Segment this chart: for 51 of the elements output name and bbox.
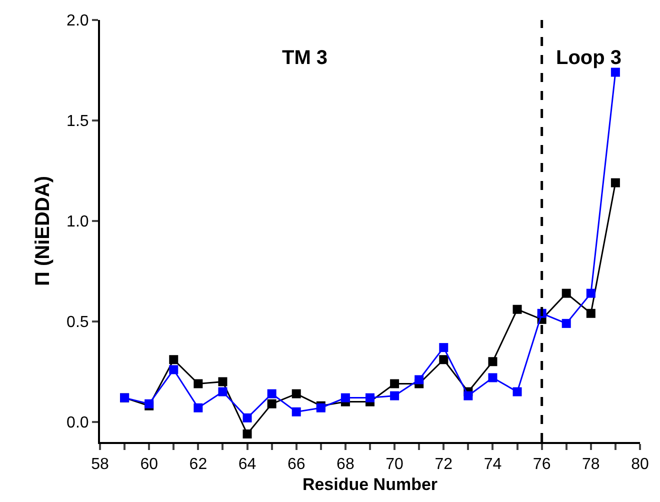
point [390, 379, 400, 388]
x-tick-label: 64 [238, 456, 256, 474]
point [194, 403, 203, 412]
point [292, 407, 301, 416]
x-tick-label: 60 [140, 456, 158, 474]
point [512, 304, 522, 314]
point [218, 387, 228, 396]
point [586, 288, 596, 298]
point [242, 429, 252, 438]
x-tick-label: 66 [287, 456, 306, 474]
point [610, 178, 620, 188]
point [242, 413, 252, 422]
y-tick-label: 0.0 [66, 414, 89, 432]
point [169, 365, 178, 374]
y-axis-title: Π (NiEDDA) [32, 176, 54, 286]
x-tick-label: 78 [582, 456, 600, 474]
point [366, 393, 374, 402]
point [488, 357, 498, 366]
point [267, 389, 276, 398]
point [562, 318, 571, 328]
point [586, 308, 596, 318]
point [610, 68, 620, 77]
point [340, 393, 350, 402]
y-tick-label: 0.5 [66, 314, 89, 332]
annotation: Loop 3 [556, 47, 622, 69]
y-tick-label: 1.0 [66, 214, 89, 231]
point [194, 379, 203, 388]
point [464, 391, 473, 400]
x-tick-label: 80 [631, 456, 649, 474]
x-tick-label: 72 [434, 456, 453, 474]
point [488, 373, 498, 382]
point [390, 391, 400, 400]
point [439, 355, 448, 364]
annotation: TM 3 [282, 47, 328, 69]
point [512, 387, 522, 396]
x-tick-label: 62 [189, 456, 208, 474]
y-tick-label: 1.5 [66, 113, 89, 130]
x-tick-label: 74 [484, 456, 502, 474]
x-tick-label: 68 [336, 456, 354, 474]
point [267, 399, 276, 408]
point [414, 375, 424, 384]
point [439, 343, 448, 352]
point [218, 377, 228, 386]
point [169, 355, 178, 364]
point [292, 389, 301, 398]
point [562, 288, 571, 298]
x-axis-title: Residue Number [302, 475, 438, 494]
x-tick-label: 76 [532, 456, 551, 474]
x-tick-label: 70 [386, 456, 404, 474]
y-tick-label: 2.0 [66, 12, 89, 30]
x-tick-label: 58 [91, 456, 109, 474]
